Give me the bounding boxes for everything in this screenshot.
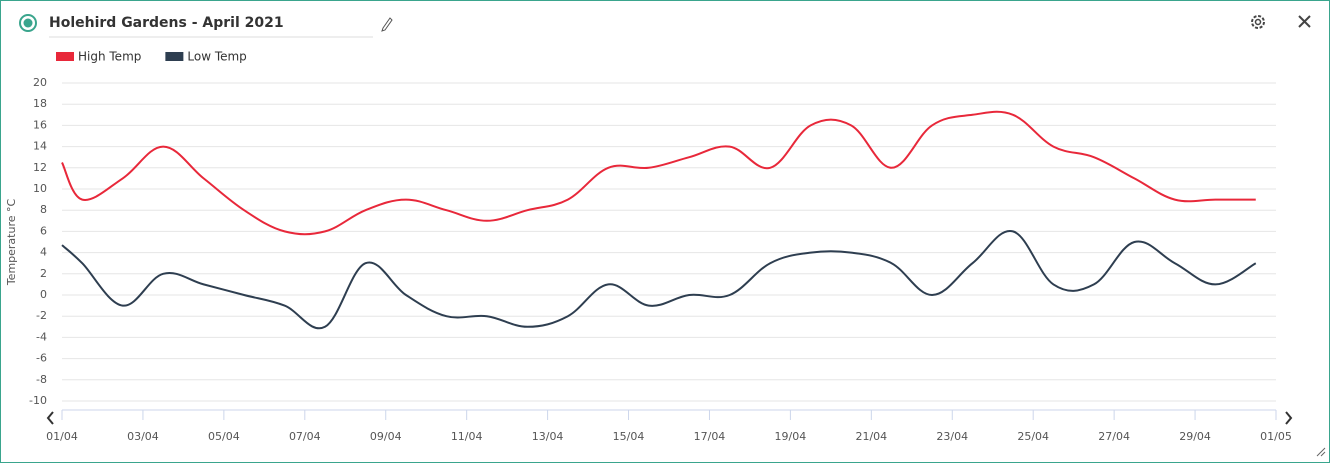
legend-label: High Temp (78, 50, 141, 64)
x-tick-label: 27/04 (1098, 430, 1130, 443)
next-arrow[interactable] (1285, 411, 1293, 425)
select-radio-dot (23, 18, 33, 28)
y-tick-label: -4 (36, 330, 47, 343)
x-tick-label: 17/04 (694, 430, 726, 443)
y-tick-label: 0 (40, 288, 47, 301)
y-tick-label: 18 (33, 97, 47, 110)
x-tick-label: 01/05 (1260, 430, 1292, 443)
series-line (61, 110, 1256, 236)
x-tick-label: 03/04 (127, 430, 159, 443)
y-tick-label: 16 (33, 118, 47, 131)
y-tick-label: 14 (33, 140, 47, 153)
y-tick-label: 2 (40, 267, 47, 280)
x-tick-label: 21/04 (855, 430, 887, 443)
series-line (61, 230, 1257, 330)
resize-handle[interactable] (1316, 447, 1326, 457)
y-tick-label: 20 (33, 76, 47, 89)
gear-inner (1254, 18, 1262, 26)
x-tick-label: 07/04 (289, 430, 321, 443)
y-tick-label: 12 (33, 161, 47, 174)
chart-title: Holehird Gardens - April 2021 (49, 15, 284, 31)
select-radio[interactable] (19, 14, 37, 32)
gear-outer (1251, 15, 1265, 29)
x-tick-label: 23/04 (936, 430, 968, 443)
x-tick-label: 11/04 (451, 430, 483, 443)
x-tick-label: 01/04 (46, 430, 78, 443)
x-tick-label: 15/04 (613, 430, 645, 443)
y-tick-label: 10 (33, 182, 47, 195)
x-tick-label: 19/04 (775, 430, 807, 443)
y-tick-label: -6 (36, 352, 47, 365)
y-tick-label: -8 (36, 373, 47, 386)
x-tick-label: 29/04 (1179, 430, 1211, 443)
y-tick-label: -2 (36, 309, 47, 322)
x-tick-label: 25/04 (1017, 430, 1049, 443)
x-tick-label: 13/04 (532, 430, 564, 443)
legend-label: Low Temp (187, 50, 246, 64)
settings-icon[interactable] (1251, 15, 1265, 29)
x-tick-label: 09/04 (370, 430, 402, 443)
prev-arrow[interactable] (46, 411, 54, 425)
y-tick-label: 6 (40, 224, 47, 237)
edit-icon[interactable] (381, 17, 393, 32)
y-tick-label: 4 (40, 246, 47, 259)
x-tick-label: 05/04 (208, 430, 240, 443)
y-tick-label: 8 (40, 203, 47, 216)
close-icon[interactable] (1298, 15, 1311, 28)
legend-swatch (56, 52, 74, 61)
y-axis-label: Temperature °C (5, 199, 18, 287)
y-tick-label: -10 (29, 394, 47, 407)
legend-swatch (165, 52, 184, 61)
